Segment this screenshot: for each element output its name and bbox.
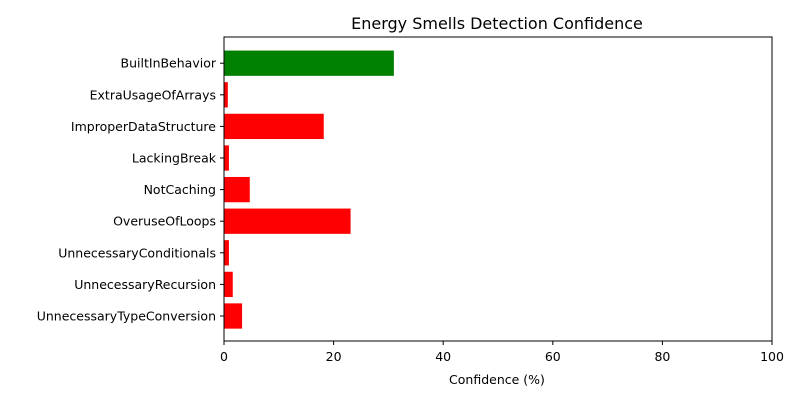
x-tick-label: 80 — [654, 349, 670, 364]
y-tick-label: UnnecessaryTypeConversion — [37, 309, 216, 324]
y-tick-label: NotCaching — [144, 182, 216, 197]
y-axis: BuiltInBehavior ExtraUsageOfArrays Imprope… — [37, 56, 224, 324]
bar-UnnecessaryConditionals — [224, 240, 229, 266]
bar-ImproperDataStructure — [224, 113, 324, 140]
bars-group — [224, 50, 394, 329]
x-tick-label: 20 — [326, 349, 342, 364]
bar-UnnecessaryRecursion — [224, 271, 233, 298]
y-tick-label: ImproperDataStructure — [71, 119, 216, 134]
y-tick-label: BuiltInBehavior — [121, 56, 217, 71]
y-tick-label: LackingBreak — [132, 151, 217, 166]
bar-BuiltInBehavior — [224, 50, 394, 76]
chart-title: Energy Smells Detection Confidence — [351, 14, 643, 33]
bar-OveruseOfLoops — [224, 208, 351, 234]
bar-ExtraUsageOfArrays — [224, 82, 228, 108]
bar-NotCaching — [224, 176, 250, 203]
x-axis: 0 20 40 60 80 100 — [220, 341, 784, 364]
axes-frame — [223, 36, 773, 342]
bar-LackingBreak — [224, 145, 229, 171]
x-tick-label: 100 — [760, 349, 784, 364]
x-tick-label: 0 — [220, 349, 228, 364]
x-tick-label: 60 — [545, 349, 561, 364]
x-axis-label: Confidence (%) — [449, 372, 545, 387]
y-tick-label: UnnecessaryRecursion — [74, 277, 216, 292]
x-tick-label: 40 — [435, 349, 451, 364]
bar-UnnecessaryTypeConversion — [224, 303, 243, 329]
y-tick-label: UnnecessaryConditionals — [58, 245, 216, 260]
y-tick-label: ExtraUsageOfArrays — [90, 87, 216, 102]
y-tick-label: OveruseOfLoops — [113, 214, 216, 229]
